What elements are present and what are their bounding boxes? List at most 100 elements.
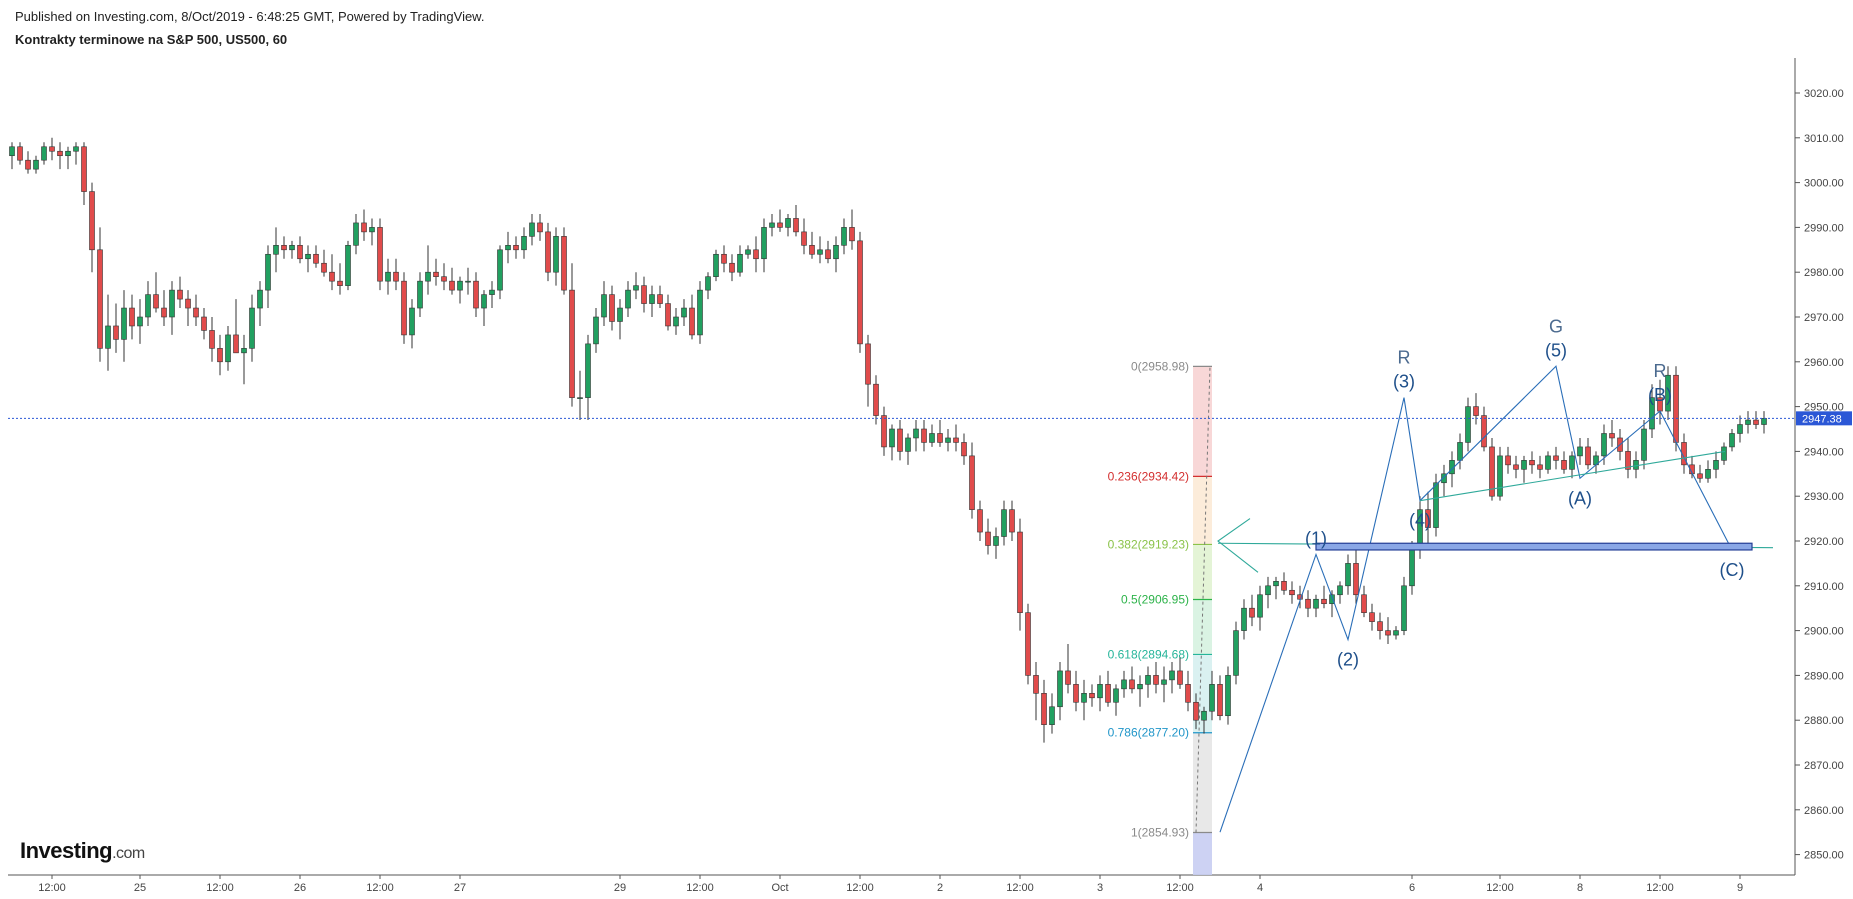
candle-body [25, 159, 31, 170]
candle-body [113, 325, 119, 340]
candle-body [1569, 455, 1575, 470]
trend-line [1419, 450, 1726, 502]
candle-body [529, 222, 535, 237]
candle-body [17, 146, 23, 161]
candle-body [537, 222, 543, 233]
y-tick-label: 2960.00 [1804, 357, 1844, 369]
candle-body [1201, 710, 1207, 721]
candle-body [1585, 446, 1591, 466]
candle-body [1481, 415, 1487, 448]
candle-body [649, 294, 655, 304]
candle-body [1081, 693, 1087, 703]
candle-body [57, 150, 63, 157]
fib-band [1193, 476, 1212, 545]
candle-body [593, 316, 599, 345]
candle-body [1161, 679, 1167, 685]
candle-body [625, 289, 631, 309]
candle-body [665, 303, 671, 327]
candle-body [1049, 706, 1055, 725]
candle-body [1225, 675, 1231, 717]
published-note: Published on Investing.com, 8/Oct/2019 -… [15, 9, 485, 24]
candle-body [73, 146, 79, 152]
wave-label: (A) [1568, 488, 1592, 508]
candle-body [505, 245, 511, 251]
candle-body [1633, 460, 1639, 470]
candle-body [841, 227, 847, 246]
x-tick-label: 12:00 [1166, 882, 1194, 894]
candle-body [1369, 612, 1375, 622]
candle-body [609, 294, 615, 322]
candle-body [1025, 612, 1031, 676]
candle-body [209, 330, 215, 349]
candle-body [1305, 598, 1311, 609]
candle-body [897, 428, 903, 452]
candle-body [1713, 460, 1719, 470]
candle-body [865, 343, 871, 385]
y-tick-label: 2880.00 [1804, 715, 1844, 727]
candle-body [1761, 418, 1767, 425]
candle-body [833, 245, 839, 260]
candle-body [353, 222, 359, 246]
fib-band [1193, 366, 1212, 477]
y-tick-label: 2970.00 [1804, 312, 1844, 324]
candle-body [217, 348, 223, 363]
fib-level-label: 0.786(2877.20) [1108, 726, 1189, 740]
candle-body [1505, 455, 1511, 466]
candle-body [641, 285, 647, 304]
candle-body [953, 437, 959, 443]
candle-body [241, 348, 247, 354]
wave-mark: G [1549, 316, 1563, 336]
candle-body [873, 383, 879, 416]
candle-body [849, 227, 855, 242]
candle-body [441, 276, 447, 282]
candle-body [945, 437, 951, 443]
candle-body [809, 245, 815, 255]
candle-body [569, 289, 575, 398]
candle-body [1233, 630, 1239, 676]
y-tick-label: 2890.00 [1804, 670, 1844, 682]
fib-level-label: 0.618(2894.68) [1108, 647, 1189, 661]
candle-body [337, 280, 343, 286]
x-tick-label: 6 [1409, 882, 1415, 894]
candle-body [1353, 563, 1359, 596]
candle-body [857, 240, 863, 345]
candles: 2947.38 [8, 137, 1852, 743]
candle-body [345, 245, 351, 286]
candle-body [705, 276, 711, 291]
y-tick-label: 2940.00 [1804, 446, 1844, 458]
y-tick-label: 2930.00 [1804, 491, 1844, 503]
candle-body [1401, 585, 1407, 631]
candle-body [801, 231, 807, 246]
candle-body [1537, 464, 1543, 470]
last-price-tag [1796, 411, 1852, 426]
candle-body [129, 307, 135, 327]
y-tick-label: 3020.00 [1804, 88, 1844, 100]
candle-body [201, 316, 207, 331]
y-tick-label: 2850.00 [1804, 850, 1844, 862]
candle-body [9, 146, 15, 157]
candle-body [913, 428, 919, 439]
candle-body [1057, 670, 1063, 708]
candle-body [1457, 442, 1463, 461]
candle-body [265, 253, 271, 291]
candle-body [49, 146, 55, 152]
candle-body [425, 271, 431, 282]
candle-body [289, 245, 295, 251]
y-tick-label: 2900.00 [1804, 626, 1844, 638]
candle-body [577, 397, 583, 399]
candle-body [929, 433, 935, 443]
candle-body [673, 316, 679, 327]
candle-body [633, 285, 639, 291]
candle-body [361, 222, 367, 233]
x-tick-label: 12:00 [1486, 882, 1514, 894]
candle-body [1745, 419, 1751, 425]
candle-body [681, 307, 687, 318]
candle-body [889, 428, 895, 448]
candle-body [1545, 455, 1551, 470]
fib-level-label: 0.236(2934.42) [1108, 469, 1189, 483]
candle-body [41, 146, 47, 161]
wave-label: (2) [1337, 650, 1359, 670]
candle-body [817, 249, 823, 255]
candle-body [1441, 473, 1447, 484]
